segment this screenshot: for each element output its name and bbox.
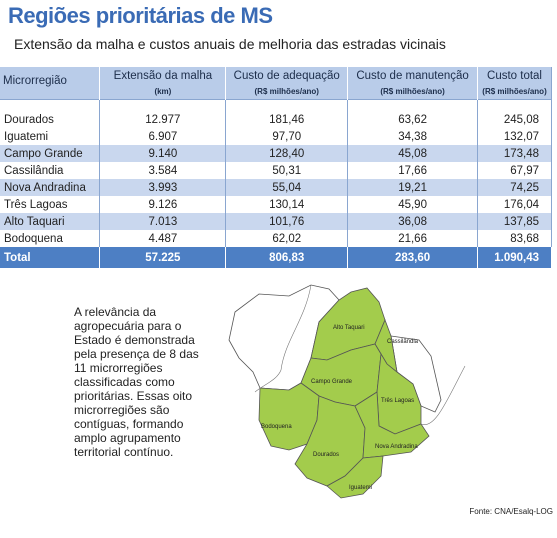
- river-line: [420, 365, 466, 426]
- column-header-manutencao: Custo de manutenção (R$ milhões/ano): [347, 67, 479, 99]
- map-label-iguatemi: Iguatemi: [349, 485, 372, 491]
- column-header-microrregiao: Microrregião: [0, 67, 101, 99]
- source-note: Fonte: CNA/Esalq-LOG: [469, 507, 553, 516]
- table-row: Nova Andradina 3.993 55,04 19,21 74,25: [0, 179, 552, 196]
- page-title: Regiões prioritárias de MS: [8, 3, 273, 28]
- table-row: Cassilândia 3.584 50,31 17,66 67,97: [0, 162, 552, 179]
- table-row: Alto Taquari 7.013 101,76 36,08 137,85: [0, 213, 552, 230]
- map-label-dourados: Dourados: [313, 452, 339, 458]
- map-label-alto-taquari: Alto Taquari: [333, 325, 365, 331]
- data-table: Microrregião Extensão da malha (km) Custo…: [0, 67, 552, 268]
- map-label-cassilandia: Cassilândia: [387, 339, 419, 345]
- column-header-adequacao: Custo de adequação (R$ milhões/ano): [225, 67, 349, 99]
- column-unit: (R$ milhões/ano): [254, 87, 319, 96]
- map-label-campo-grande: Campo Grande: [311, 379, 353, 385]
- table-row: Bodoquena 4.487 62,02 21,66 83,68: [0, 230, 552, 247]
- river-line: [254, 284, 312, 393]
- column-header-extensao: Extensão da malha (km): [99, 67, 227, 99]
- map-label-bodoquena: Bodoquena: [261, 424, 292, 430]
- column-unit: (km): [154, 87, 172, 96]
- map-region-iguatemi: [326, 455, 384, 499]
- map-region-nova-andradina: [354, 391, 430, 459]
- table-spacer-row: [0, 98, 552, 111]
- table-header-row: Microrregião Extensão da malha (km) Custo…: [0, 67, 552, 99]
- page-subtitle: Extensão da malha e custos anuais de mel…: [14, 36, 446, 52]
- table-row: Dourados 12.977 181,46 63,62 245,08: [0, 111, 552, 128]
- description-text: A relevância da agropecuária para o Esta…: [74, 305, 199, 459]
- map-label-tres-lagoas: Três Lagoas: [381, 398, 414, 404]
- table-total-row: Total 57.225 806,83 283,60 1.090,43: [0, 247, 552, 268]
- table-row: Três Lagoas 9.126 130,14 45,90 176,04: [0, 196, 552, 213]
- map-label-nova-andradina: Nova Andradina: [375, 444, 418, 450]
- table-row: Campo Grande 9.140 128,40 45,08 173,48: [0, 145, 552, 162]
- table-row: Iguatemi 6.907 97,70 34,38 132,07: [0, 128, 552, 145]
- column-header-total: Custo total (R$ milhões/ano): [477, 67, 552, 99]
- ms-microregions-map: Alto Taquari Cassilândia Campo Grande Tr…: [228, 284, 466, 499]
- column-unit: (R$ milhões/ano): [482, 87, 547, 96]
- column-unit: (R$ milhões/ano): [380, 87, 445, 96]
